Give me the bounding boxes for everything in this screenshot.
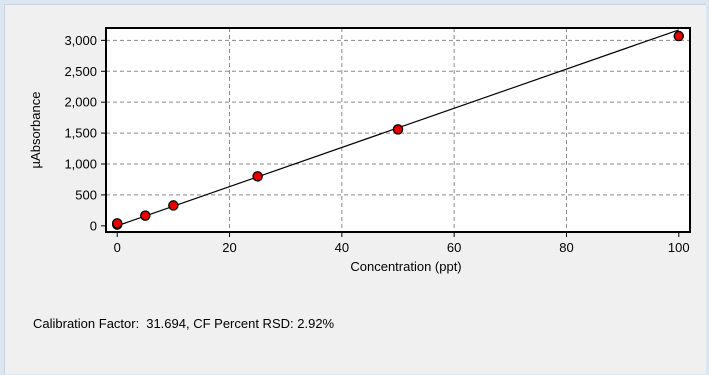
x-tick-label: 20 — [222, 240, 236, 255]
x-tick-label: 60 — [447, 240, 461, 255]
calibration-factor-value: 31.694, CF Percent RSD: — [146, 316, 294, 331]
y-tick-label: 3,000 — [64, 33, 97, 48]
plot-frame — [105, 27, 691, 233]
data-point — [111, 218, 123, 229]
y-axis-label: µAbsorbance — [28, 92, 43, 169]
data-point — [168, 200, 179, 211]
calibration-chart: 0 20 40 60 80 100 0 500 1,000 1,500 2,000 2,500 3,00… — [28, 27, 691, 274]
cf-percent-rsd-value: 2.92% — [297, 316, 335, 331]
data-point — [252, 171, 263, 182]
y-tick-label: 1,500 — [64, 126, 97, 141]
data-point — [392, 124, 404, 135]
x-tick-label: 80 — [559, 240, 573, 255]
y-tick-label: 2,000 — [64, 95, 97, 110]
x-tick-label: 100 — [668, 240, 690, 255]
calibration-factor-label: Calibration Factor: — [33, 316, 140, 331]
y-tick-label: 500 — [75, 187, 97, 202]
x-tick-label: 0 — [114, 240, 121, 255]
y-tick-label: 2,500 — [64, 64, 97, 79]
y-tick-label: 1,000 — [64, 157, 97, 172]
x-axis-label: Concentration (ppt) — [350, 259, 461, 274]
data-point — [673, 30, 685, 42]
calibration-summary: Calibration Factor: 31.694, CF Percent RS… — [33, 316, 334, 331]
data-point — [140, 210, 151, 221]
x-tick-label: 40 — [335, 240, 349, 255]
calibration-curve-plot: 0 20 40 60 80 100 0 500 1,000 1,500 2,000 2,500 3,00… — [28, 27, 691, 274]
y-tick-label: 0 — [90, 218, 97, 233]
